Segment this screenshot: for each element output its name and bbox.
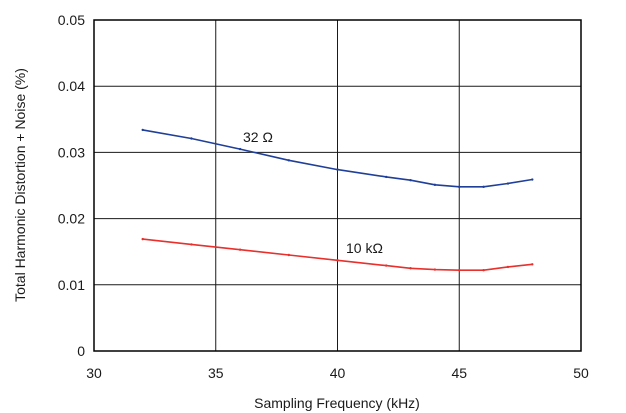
series-point-1	[141, 237, 144, 241]
series-point-0	[506, 182, 510, 185]
series-point-1	[385, 264, 388, 267]
x-tick-label: 30	[86, 365, 102, 381]
series-point-1	[287, 253, 290, 257]
series-point-0	[458, 185, 461, 189]
y-tick-label: 0	[77, 343, 85, 359]
series-point-0	[433, 183, 437, 187]
x-tick-label: 45	[451, 365, 467, 381]
y-tick-label: 0.05	[58, 12, 85, 28]
y-tick-label: 0.01	[58, 277, 85, 293]
series-point-0	[531, 178, 534, 181]
series-point-1	[433, 268, 437, 271]
series-point-0	[482, 185, 485, 189]
y-tick-label: 0.04	[58, 78, 85, 94]
tick-labels: 30 35 40 45 50 0 0.01 0.02 0.03 0.04 0.05	[58, 12, 589, 381]
grid-lines	[94, 20, 581, 351]
series-point-0	[190, 137, 193, 140]
y-axis-label: Total Harmonic Distortion + Noise (%)	[12, 68, 28, 302]
series-point-0	[238, 147, 242, 151]
y-tick-label: 0.02	[58, 211, 85, 227]
x-axis-label: Sampling Frequency (kHz)	[254, 395, 420, 411]
series-point-0	[409, 179, 412, 182]
series-point-0	[385, 175, 388, 179]
series-label-1: 10 kΩ	[346, 240, 383, 256]
series-point-0	[287, 159, 290, 162]
series-point-0	[141, 128, 144, 132]
series-point-1	[238, 248, 242, 251]
series-point-0	[336, 168, 339, 171]
series-point-1	[409, 267, 412, 270]
series-line-1	[142, 238, 533, 272]
series-point-1	[190, 243, 193, 246]
series-point-1	[336, 259, 339, 262]
series-point-1	[482, 269, 485, 272]
plot-frame	[93, 19, 582, 352]
series-point-1	[458, 269, 461, 272]
series-labels: 32 Ω 10 kΩ	[243, 129, 383, 256]
series-point-1	[531, 263, 534, 266]
series-label-0: 32 Ω	[243, 129, 273, 145]
x-tick-label: 50	[573, 365, 589, 381]
series-point-1	[506, 265, 510, 269]
y-tick-label: 0.03	[58, 144, 85, 160]
series-layer	[141, 128, 534, 272]
x-tick-label: 35	[208, 365, 224, 381]
x-tick-label: 40	[330, 365, 346, 381]
series-line-0	[142, 129, 533, 188]
